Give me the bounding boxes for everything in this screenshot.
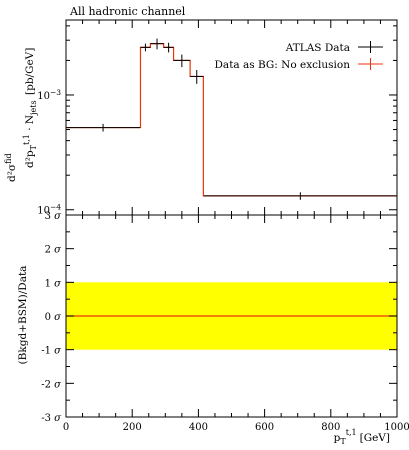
ratio-band <box>66 282 397 350</box>
top-panel: All hadronic channel d²σfid d²pTt,1 · Nj… <box>4 5 398 217</box>
bottom-y-tick-label: 0 σ <box>45 312 63 323</box>
svg-text:d²pTt,1 · Njets: d²pTt,1 · Njets <box>22 100 38 168</box>
legend-marker-atlas-data <box>358 41 383 53</box>
ylabel-denom-tail: · N <box>24 115 36 134</box>
top-y-tick-label: 10−3 <box>37 88 61 102</box>
bottom-y-tick-label: -2 σ <box>41 379 62 390</box>
top-series <box>66 38 397 200</box>
ylabel-unit: [pb/GeV] <box>24 48 36 95</box>
legend: ATLAS Data Data as BG: No exclusion <box>215 41 383 71</box>
bottom-ticks: 3 σ 2 σ 1 σ 0 σ -1 σ -2 σ -3 σ0 200 400 600 800 100… <box>41 20 409 433</box>
bottom-y-tick-label: -1 σ <box>41 346 62 357</box>
bottom-y-axis-label: (Bkgd+BSM)/Data <box>17 266 29 365</box>
ylabel-denom-sup: t,1 <box>22 134 31 145</box>
top-y-ticks: 10−4 10−3 <box>37 25 397 217</box>
bottom-x-tick-label: 0 <box>63 422 69 433</box>
bottom-x-tick-label: 800 <box>321 422 340 433</box>
bottom-x-axis-label: pTt,1 [GeV] <box>334 428 390 446</box>
bottom-y-tick-label: -3 σ <box>41 413 62 424</box>
legend-label-atlas-data: ATLAS Data <box>285 42 350 54</box>
xlabel-unit: [GeV] <box>360 432 390 444</box>
svg-text:d²σfid: d²σfid <box>4 153 18 182</box>
bottom-x-tick-label: 1000 <box>384 422 409 433</box>
bottom-x-tick-label: 600 <box>255 422 274 433</box>
bottom-y-tick-label: 1 σ <box>45 278 63 289</box>
ylabel-denom-sub: T <box>29 144 38 150</box>
top-y-axis-label: d²σfid d²pTt,1 · Njets [pb/GeV] <box>4 48 38 182</box>
xlabel-sub: T <box>340 437 346 446</box>
xlabel-main: p <box>334 432 341 444</box>
ylabel-main-sup: fid <box>4 153 13 163</box>
top-y-tick-label: 10−4 <box>37 203 61 217</box>
bottom-x-tick-label: 200 <box>123 422 142 433</box>
bottom-y-tick-label: 3 σ <box>45 211 63 222</box>
ylabel-denom: d²p <box>24 150 36 168</box>
legend-marker-data-as-bg <box>358 58 383 70</box>
ylabel-denom-tail-sub: jets <box>29 100 38 116</box>
bottom-x-tick-label: 400 <box>189 422 208 433</box>
bottom-panel: 3 σ 2 σ 1 σ 0 σ -1 σ -2 σ -3 σ0 200 400 600 800 100… <box>17 20 409 446</box>
ylabel-main: d²σ <box>6 164 18 182</box>
xlabel-sup: t,1 <box>346 428 357 437</box>
legend-label-data-as-bg: Data as BG: No exclusion <box>215 59 351 71</box>
bottom-y-tick-label: 2 σ <box>45 245 63 256</box>
chart-title: All hadronic channel <box>69 5 186 18</box>
